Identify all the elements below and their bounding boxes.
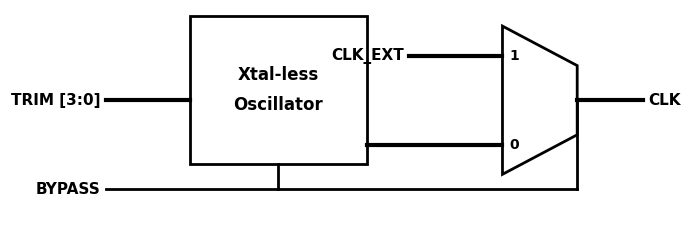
- Text: BYPASS: BYPASS: [36, 182, 100, 197]
- Text: CLK: CLK: [648, 93, 680, 108]
- Polygon shape: [190, 16, 367, 165]
- Polygon shape: [503, 26, 578, 174]
- Text: TRIM [3:0]: TRIM [3:0]: [10, 93, 100, 108]
- Text: CLK_EXT: CLK_EXT: [331, 48, 404, 64]
- Text: 0: 0: [509, 138, 519, 152]
- Text: Xtal-less: Xtal-less: [238, 66, 319, 84]
- Text: 1: 1: [509, 49, 519, 63]
- Text: Oscillator: Oscillator: [234, 96, 323, 114]
